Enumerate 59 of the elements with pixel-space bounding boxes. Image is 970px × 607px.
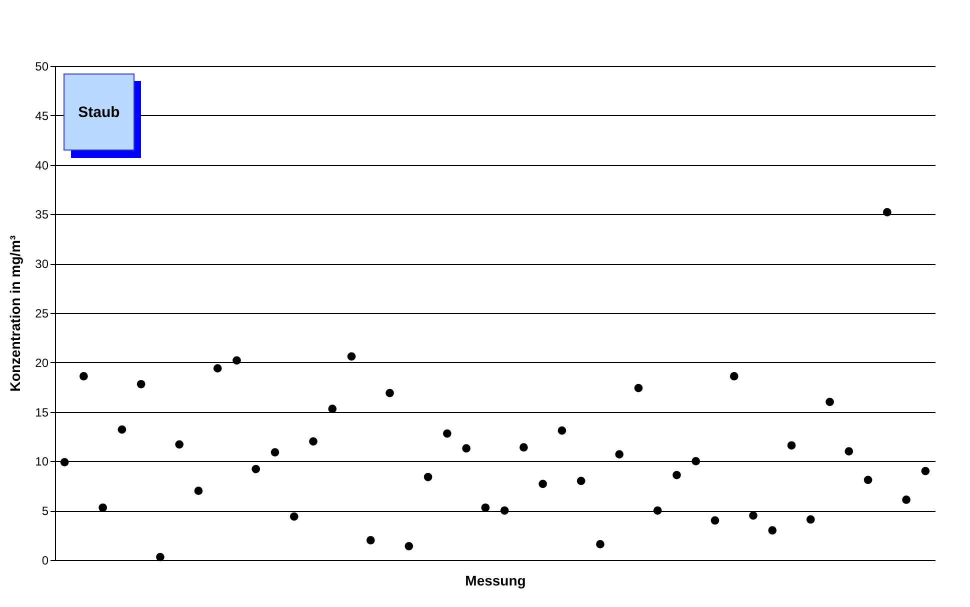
point xyxy=(462,444,470,453)
point xyxy=(826,398,834,406)
point xyxy=(921,466,930,476)
point xyxy=(653,506,662,515)
point xyxy=(366,536,375,544)
point xyxy=(500,506,509,515)
point xyxy=(864,476,872,484)
point xyxy=(806,515,815,524)
point xyxy=(404,542,414,550)
y-tick-label: 30 xyxy=(35,257,49,272)
point xyxy=(60,458,69,466)
point xyxy=(309,437,318,446)
y-axis-title: Konzentration in mg/m³ xyxy=(7,235,24,392)
y-tick-label: 15 xyxy=(35,405,49,420)
point xyxy=(175,440,184,449)
point xyxy=(194,486,203,496)
y-tick-label: 20 xyxy=(35,356,49,370)
point xyxy=(252,464,260,474)
point xyxy=(136,380,146,388)
x-axis-title: Messung xyxy=(465,572,526,588)
annotation: Staub xyxy=(78,104,120,121)
y-tick-label: 0 xyxy=(42,554,49,568)
point xyxy=(232,356,241,365)
point xyxy=(290,512,298,521)
point xyxy=(634,384,643,392)
point xyxy=(902,496,910,504)
point xyxy=(98,503,108,512)
y-tick-label: 35 xyxy=(35,208,49,222)
point xyxy=(558,426,566,435)
point xyxy=(787,441,796,450)
y-tick-label: 10 xyxy=(35,454,49,469)
point xyxy=(615,450,624,458)
point xyxy=(710,516,720,525)
point xyxy=(576,476,586,486)
point xyxy=(424,472,432,482)
point xyxy=(213,364,222,373)
point xyxy=(386,388,394,398)
point xyxy=(692,457,700,466)
point xyxy=(882,208,892,216)
point xyxy=(520,443,528,452)
point xyxy=(270,448,280,456)
point xyxy=(538,480,548,488)
y-tick-label: 5 xyxy=(42,504,49,518)
y-tick-label: 45 xyxy=(35,108,49,123)
point xyxy=(156,552,164,562)
point xyxy=(596,540,604,548)
point xyxy=(481,503,490,512)
y-tick-label: 50 xyxy=(35,60,49,74)
point xyxy=(768,526,777,535)
point xyxy=(672,470,681,480)
point xyxy=(730,372,738,380)
point xyxy=(80,372,88,380)
point xyxy=(347,352,356,361)
point xyxy=(844,447,854,456)
y-tick-label: 40 xyxy=(35,158,49,172)
point xyxy=(118,425,126,434)
point xyxy=(442,429,452,438)
point xyxy=(749,511,758,520)
y-tick-label: 25 xyxy=(35,306,49,320)
